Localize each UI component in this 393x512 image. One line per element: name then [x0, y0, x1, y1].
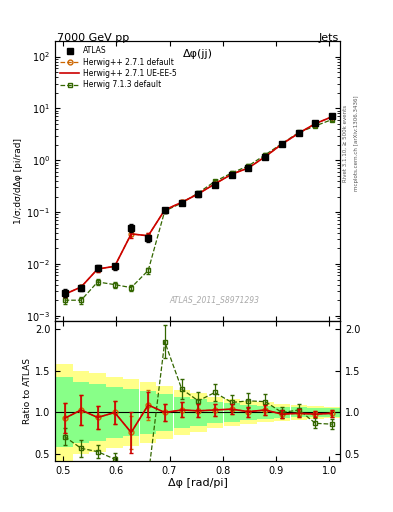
Text: Jets: Jets	[319, 33, 339, 44]
Text: mcplots.cern.ch [arXiv:1306.3436]: mcplots.cern.ch [arXiv:1306.3436]	[354, 96, 359, 191]
X-axis label: Δφ [rad/pi]: Δφ [rad/pi]	[167, 478, 228, 488]
Text: Rivet 3.1.10, ≥ 500k events: Rivet 3.1.10, ≥ 500k events	[343, 105, 348, 182]
Text: 7000 GeV pp: 7000 GeV pp	[57, 33, 129, 44]
Text: Δφ(jj): Δφ(jj)	[182, 49, 213, 59]
Legend: ATLAS, Herwig++ 2.7.1 default, Herwig++ 2.7.1 UE-EE-5, Herwig 7.1.3 default: ATLAS, Herwig++ 2.7.1 default, Herwig++ …	[59, 45, 178, 91]
Text: ATLAS_2011_S8971293: ATLAS_2011_S8971293	[169, 295, 260, 304]
Y-axis label: Ratio to ATLAS: Ratio to ATLAS	[23, 358, 32, 424]
Y-axis label: 1/σ;dσ/dΔφ [pi/rad]: 1/σ;dσ/dΔφ [pi/rad]	[15, 138, 24, 224]
